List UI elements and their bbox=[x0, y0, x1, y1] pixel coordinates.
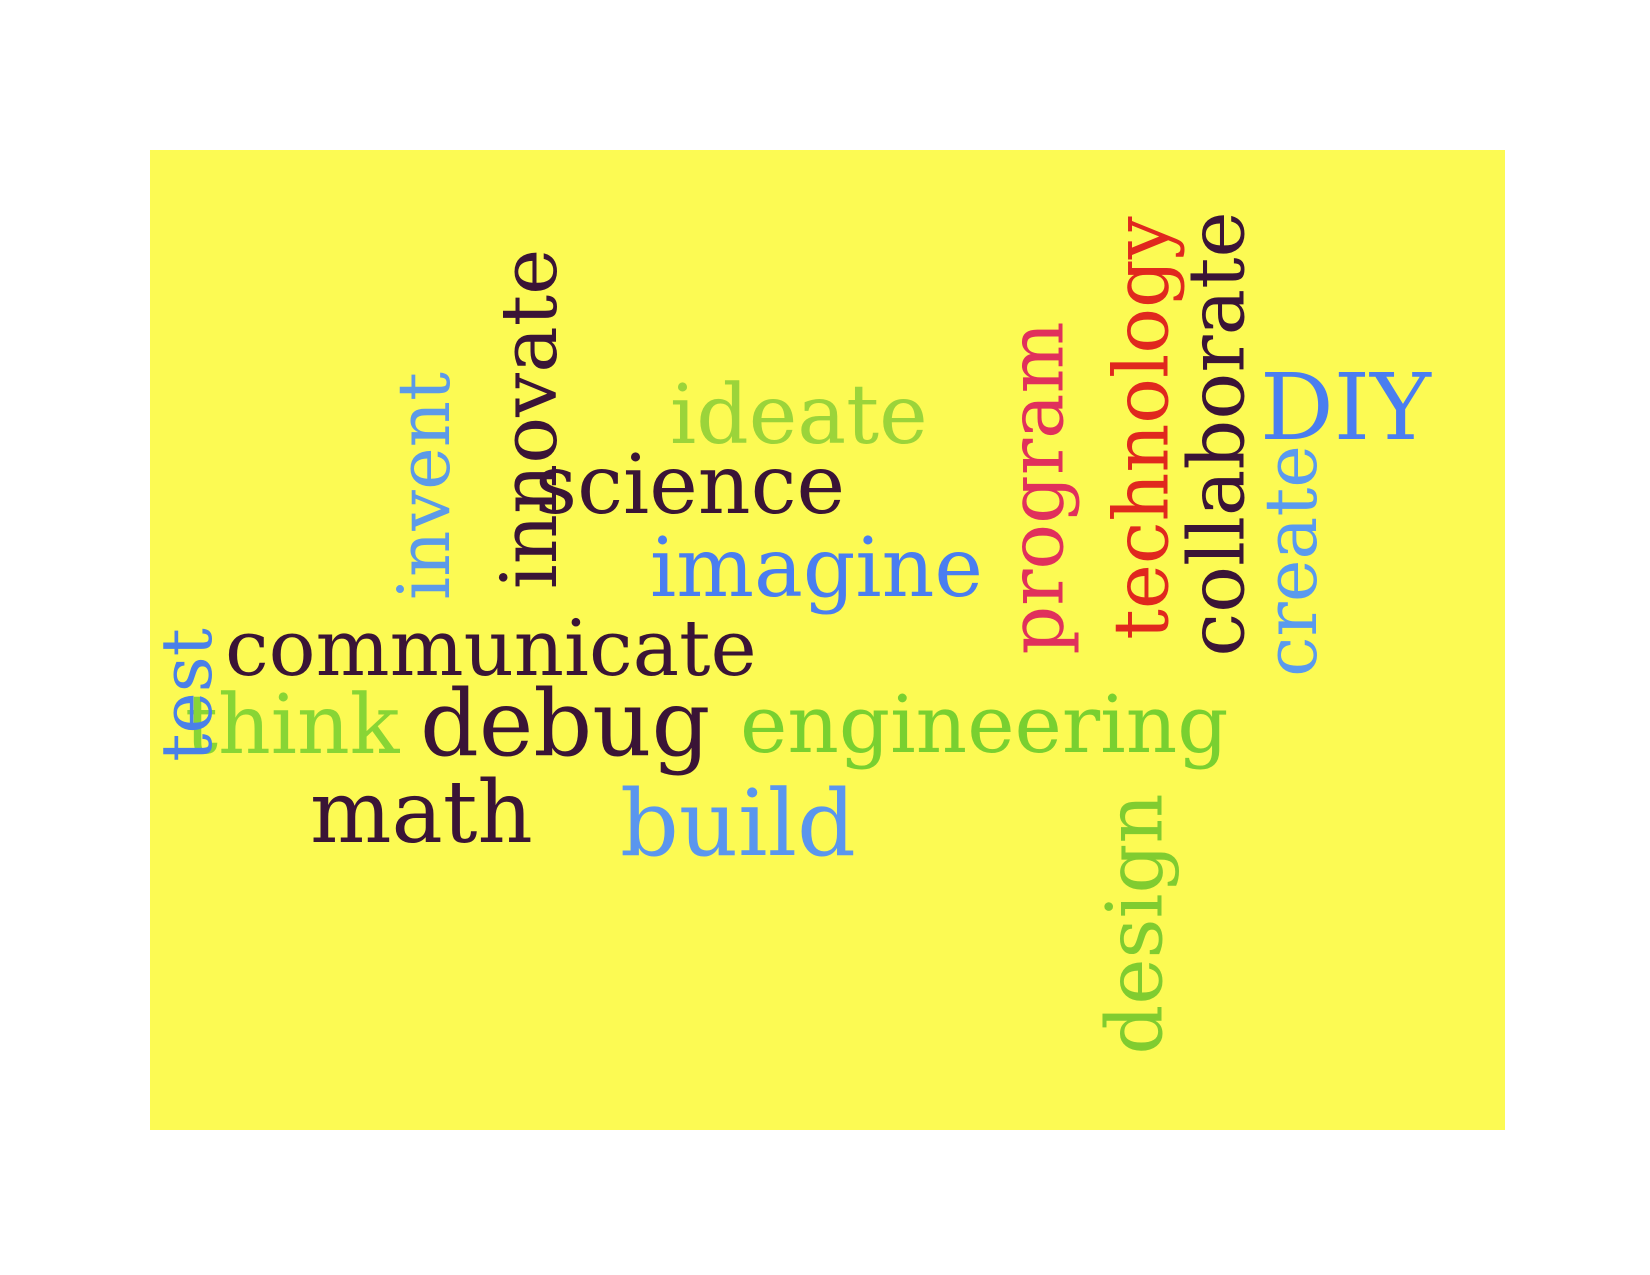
word-build: build bbox=[620, 770, 856, 877]
word-diy: DIY bbox=[1260, 354, 1431, 461]
word-debug: debug bbox=[420, 670, 711, 777]
word-program: program bbox=[991, 321, 1081, 655]
word-science: science bbox=[535, 438, 846, 533]
word-ideate: ideate bbox=[670, 368, 928, 463]
word-communicate: communicate bbox=[225, 604, 757, 694]
word-technology: technology bbox=[1096, 216, 1186, 640]
word-innovate: innovate bbox=[485, 248, 576, 590]
word-math: math bbox=[310, 763, 533, 863]
word-collaborate: collaborate bbox=[1172, 211, 1263, 657]
word-imagine: imagine bbox=[650, 521, 983, 616]
word-create: create bbox=[1248, 445, 1333, 677]
word-test: test bbox=[150, 628, 228, 762]
word-invent: invent bbox=[382, 372, 466, 600]
word-design: design bbox=[1090, 793, 1181, 1055]
word-cloud: science ideate imagine communicate think… bbox=[150, 150, 1505, 1130]
word-engineering: engineering bbox=[740, 678, 1229, 771]
word-think: think bbox=[185, 678, 400, 773]
